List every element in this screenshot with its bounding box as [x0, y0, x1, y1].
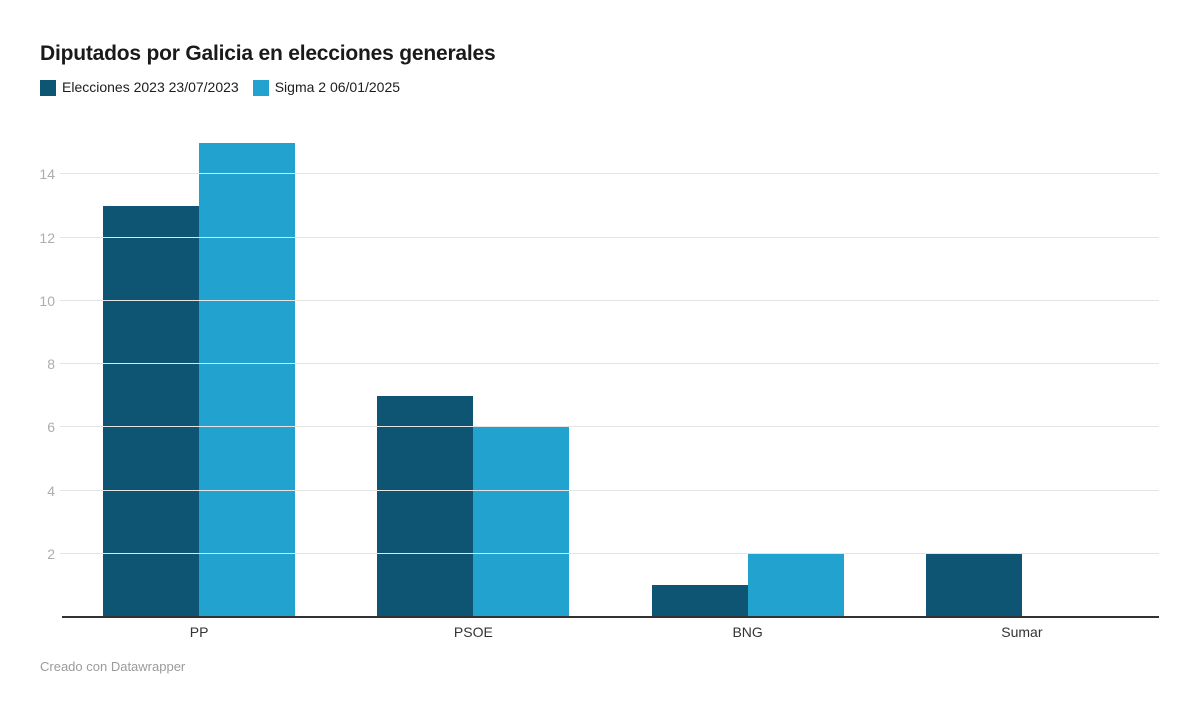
x-axis-label: PSOE: [453, 624, 493, 640]
legend: Elecciones 2023 23/07/2023 Sigma 2 06/01/…: [40, 79, 400, 96]
chart-title: Diputados por Galicia en elecciones gene…: [40, 42, 496, 65]
plot-area: 2 4 6 8 10 12 14 PP PSOE BNG Sumar: [39, 130, 1159, 640]
x-axis-line: [62, 616, 1159, 618]
y-tick-label: 14: [39, 166, 55, 183]
legend-item: Elecciones 2023 23/07/2023: [40, 79, 239, 96]
bar: [925, 553, 1022, 617]
legend-label: Sigma 2 06/01/2025: [274, 79, 401, 95]
bar: [103, 205, 200, 617]
y-tick-label: 2: [47, 545, 55, 562]
y-tick-label: 12: [39, 229, 55, 246]
gridline: [60, 489, 1159, 491]
bar: [651, 585, 748, 617]
x-axis-label: Sumar: [1001, 624, 1043, 640]
bar: [473, 427, 570, 617]
legend-swatch: [252, 79, 269, 96]
bar: [377, 395, 474, 617]
y-tick-label: 6: [47, 419, 55, 436]
gridline: [60, 363, 1159, 365]
x-axis-label: BNG: [732, 624, 763, 640]
datawrapper-credit: Creado con Datawrapper: [40, 659, 186, 674]
legend-swatch: [40, 79, 56, 96]
y-tick-label: 10: [39, 292, 55, 309]
gridline: [60, 173, 1159, 175]
gridline: [60, 552, 1159, 554]
y-tick-label: 4: [47, 482, 55, 499]
gridline: [60, 426, 1159, 428]
bar: [747, 553, 844, 617]
x-axis-label: PP: [189, 624, 209, 640]
bar: [199, 142, 296, 617]
gridline: [60, 299, 1159, 301]
legend-label: Elecciones 2023 23/07/2023: [62, 79, 239, 95]
y-tick-label: 8: [47, 356, 55, 373]
gridline: [60, 236, 1159, 238]
legend-item: Sigma 2 06/01/2025: [252, 79, 401, 96]
